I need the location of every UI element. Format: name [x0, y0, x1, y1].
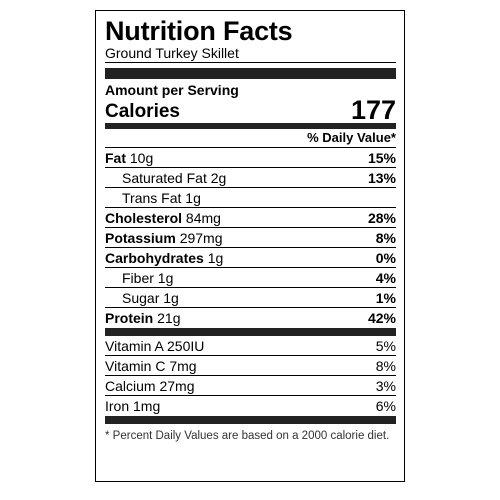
calories-value: 177 [350, 95, 396, 125]
vitamin-dv: 3% [375, 378, 396, 394]
vitamin-amount: 7mg [169, 358, 197, 374]
nutrient-dv: 4% [375, 270, 396, 286]
nutrient-amount: 21g [157, 310, 181, 326]
nutrient-name: Trans Fat [122, 190, 182, 206]
amount-per-serving: Amount per Serving [105, 82, 239, 98]
vitamin-row-iron: Iron 1mg 6% [105, 396, 396, 416]
nutrition-label: Nutrition Facts Ground Turkey Skillet Am… [95, 10, 405, 482]
nutrient-dv: 0% [375, 250, 396, 266]
vitamin-row-c: Vitamin C 7mg 8% [105, 356, 396, 376]
nutrient-name: Sugar [122, 290, 160, 306]
nutrient-amount: 2g [210, 170, 227, 186]
nutrient-row-cholesterol: Cholesterol 84mg 28% [105, 208, 396, 228]
recipe-name: Ground Turkey Skillet [105, 45, 396, 63]
nutrient-amount: 10g [129, 150, 154, 166]
divider-heavy [105, 328, 396, 336]
nutrient-dv: 42% [367, 310, 396, 326]
nutrient-row-sugar: Sugar 1g 1% [105, 288, 396, 308]
calories-label: Calories [105, 101, 180, 122]
divider-medium [105, 123, 396, 129]
nutrient-dv: 1% [375, 290, 396, 306]
nutrient-name: Cholesterol [105, 210, 183, 226]
nutrient-amount: 1g [163, 290, 179, 306]
vitamin-name: Vitamin A [105, 338, 164, 354]
nutrient-dv: 13% [367, 170, 396, 186]
nutrient-name: Potassium [105, 230, 176, 246]
nutrient-row-fiber: Fiber 1g 4% [105, 268, 396, 288]
divider-heavy-bottom [105, 416, 396, 424]
nutrient-name: Fiber [122, 270, 154, 286]
nutrient-row-potassium: Potassium 297mg 8% [105, 228, 396, 248]
vitamin-dv: 5% [375, 338, 396, 354]
nutrient-row-saturated-fat: Saturated Fat 2g 13% [105, 168, 396, 188]
nutrient-row-carbohydrates: Carbohydrates 1g 0% [105, 248, 396, 268]
nutrient-row-fat: Fat 10g 15% [105, 148, 396, 168]
calories-row: Calories 177 [105, 95, 396, 125]
nutrient-name: Carbohydrates [105, 250, 204, 266]
nutrient-row-trans-fat: Trans Fat 1g [105, 188, 396, 208]
nutrient-dv: 15% [367, 150, 396, 166]
nutrient-amount: 84mg [185, 210, 221, 226]
vitamin-dv: 6% [375, 398, 396, 414]
vitamin-name: Iron [105, 398, 130, 414]
vitamin-name: Calcium [105, 378, 156, 394]
nutrient-name: Protein [105, 310, 154, 326]
vitamin-amount: 1mg [133, 398, 161, 414]
nutrient-amount: 297mg [179, 230, 223, 246]
nutrient-row-protein: Protein 21g 42% [105, 308, 396, 328]
divider-thick [105, 68, 396, 79]
daily-value-header: % Daily Value* [105, 129, 396, 148]
vitamin-row-a: Vitamin A 250IU 5% [105, 336, 396, 356]
nutrient-dv: 8% [375, 230, 396, 246]
vitamin-name: Vitamin C [105, 358, 166, 374]
vitamin-dv: 8% [375, 358, 396, 374]
nutrient-name: Fat [105, 150, 126, 166]
nutrient-amount: 1g [185, 190, 201, 206]
footnote: * Percent Daily Values are based on a 20… [105, 430, 390, 442]
label-title: Nutrition Facts [105, 16, 293, 46]
nutrient-amount: 1g [207, 250, 224, 266]
nutrient-amount: 1g [157, 270, 174, 286]
vitamin-row-calcium: Calcium 27mg 3% [105, 376, 396, 396]
nutrient-name: Saturated Fat [122, 170, 207, 186]
nutrient-dv: 28% [367, 210, 396, 226]
vitamin-amount: 250IU [167, 338, 205, 354]
vitamin-amount: 27mg [159, 378, 195, 394]
